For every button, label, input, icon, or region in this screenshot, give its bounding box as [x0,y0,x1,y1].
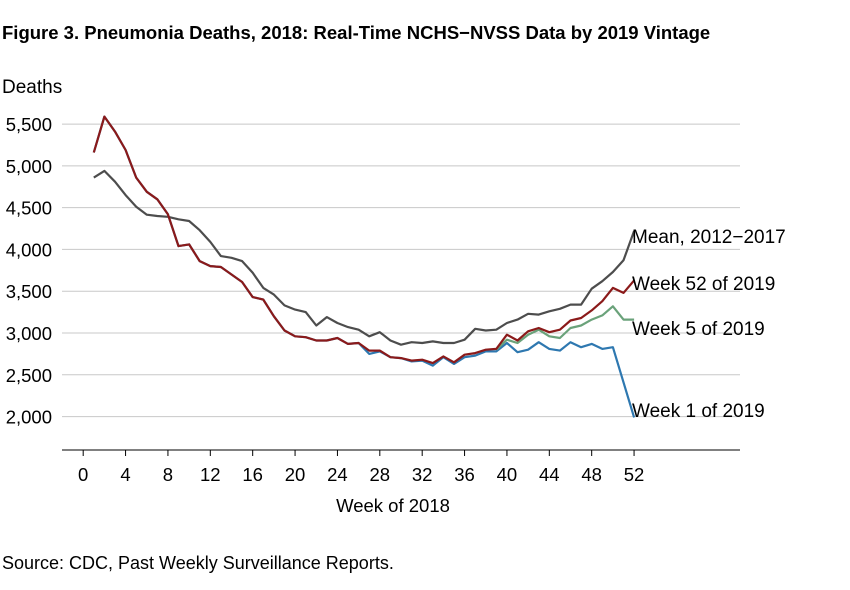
y-tick-label: 4,000 [6,239,52,260]
x-tick-label: 20 [285,464,306,485]
x-tick-label: 4 [120,464,130,485]
y-tick-label: 2,000 [6,407,52,428]
y-axis-label: Deaths [2,77,62,98]
x-tick-label: 44 [539,464,560,485]
x-tick-label: 52 [624,464,645,485]
y-tick-label: 4,500 [6,198,52,219]
source-note: Source: CDC, Past Weekly Surveillance Re… [2,553,394,573]
series-lines [92,115,636,418]
series-label: Mean, 2012−2017 [632,227,786,248]
y-gridlines [62,123,740,418]
x-tick-labels: 0 4 8 12 16 20 24 28 32 36 40 44 48 52 [78,464,644,485]
y-tick-label: 2,500 [6,365,52,386]
y-tick-label: 3,000 [6,323,52,344]
x-axis [62,449,740,456]
series-line-week-52-of-2019 [92,115,635,365]
x-tick-label: 12 [200,464,221,485]
x-axis-label: Week of 2018 [336,495,450,516]
y-tick-label: 5,500 [6,114,52,135]
x-tick-label: 24 [327,464,348,485]
x-tick-label: 48 [581,464,602,485]
x-tick-label: 40 [497,464,518,485]
x-tick-label: 36 [454,464,475,485]
series-line-mean-2012-2017 [93,169,636,346]
y-tick-labels: 2,000 2,500 3,000 3,500 4,000 4,500 5,000 5,500 [6,114,52,428]
x-tick-label: 16 [242,464,263,485]
series-label: Week 5 of 2019 [632,319,765,340]
series-line-week-5-of-2019 [495,305,635,351]
x-tick-label: 0 [78,464,88,485]
series-label: Week 1 of 2019 [632,401,765,422]
series-end-labels: Mean, 2012−2017 Week 52 of 2019 Week 5 of … [632,227,786,422]
y-tick-label: 5,000 [6,156,52,177]
x-tick-label: 8 [163,464,173,485]
x-tick-label: 28 [370,464,391,485]
series-label: Week 52 of 2019 [632,274,775,295]
x-tick-label: 32 [412,464,433,485]
figure-title: Figure 3. Pneumonia Deaths, 2018: Real-T… [2,22,711,43]
y-tick-label: 3,500 [6,281,52,302]
series-line-week-1-of-2019 [92,115,636,418]
